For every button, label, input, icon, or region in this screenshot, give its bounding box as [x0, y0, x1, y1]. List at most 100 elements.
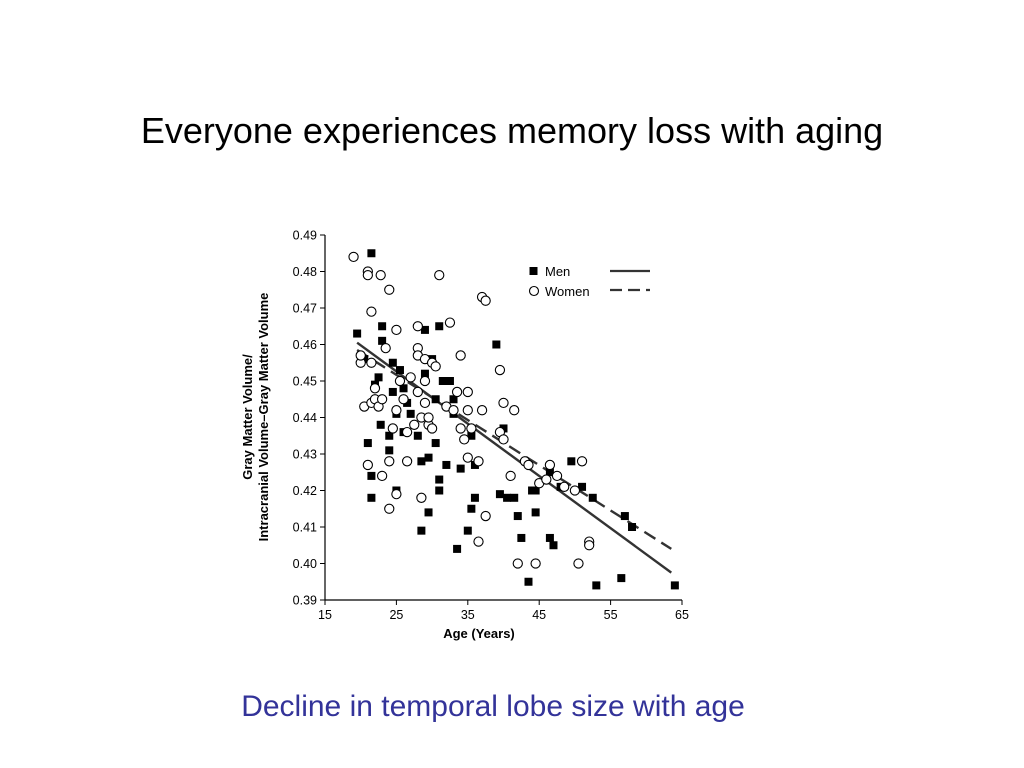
- data-point-women: [455, 350, 466, 361]
- data-point-women: [412, 386, 423, 398]
- data-point-men: [567, 457, 576, 466]
- data-point-women: [466, 423, 477, 434]
- data-point-women: [473, 456, 484, 467]
- data-point-men: [378, 322, 387, 331]
- data-point-men: [417, 526, 426, 535]
- slide-title: Everyone experiences memory loss with ag…: [140, 110, 884, 151]
- data-point-women: [419, 375, 431, 387]
- data-point-men: [470, 493, 479, 502]
- data-point-women: [573, 558, 584, 569]
- data-point-women: [584, 540, 595, 551]
- data-point-women: [375, 270, 386, 281]
- data-point-women: [366, 357, 377, 368]
- data-point-women: [430, 361, 441, 372]
- data-point-men: [617, 574, 626, 583]
- y-tick-label: 0.47: [293, 302, 317, 316]
- data-point-women: [384, 503, 395, 514]
- data-point-men: [545, 468, 554, 477]
- data-point-women: [391, 324, 402, 336]
- data-point-women: [409, 419, 420, 430]
- legend-men-marker: [529, 267, 538, 275]
- data-point-women: [362, 459, 373, 471]
- data-point-women: [480, 510, 491, 522]
- data-point-women: [391, 405, 402, 416]
- data-point-men: [388, 387, 397, 396]
- data-point-women: [523, 459, 534, 471]
- data-point-women: [498, 434, 509, 445]
- data-point-women: [462, 386, 473, 398]
- data-point-women: [473, 536, 484, 547]
- data-point-women: [569, 485, 581, 496]
- data-point-men: [588, 493, 597, 502]
- data-point-men: [628, 523, 637, 531]
- legend: Men Women: [528, 264, 650, 299]
- data-point-men: [367, 471, 376, 480]
- data-point-men: [435, 475, 444, 484]
- data-point-women: [448, 405, 459, 416]
- data-point-women: [480, 295, 491, 306]
- data-point-men: [353, 329, 362, 338]
- legend-men-label: Men: [545, 264, 570, 279]
- data-point-men: [495, 490, 504, 499]
- x-tick-label: 15: [318, 608, 332, 622]
- data-point-men: [406, 409, 415, 418]
- y-axis-title-line2: Intracranial Volume–Gray Matter Volume: [256, 293, 271, 542]
- data-point-women: [476, 405, 488, 416]
- data-point-women: [455, 423, 466, 434]
- data-point-women: [462, 452, 473, 463]
- data-point-women: [384, 284, 395, 295]
- data-point-women: [401, 456, 413, 467]
- data-point-women: [451, 386, 463, 398]
- data-point-men: [420, 369, 429, 378]
- data-point-men: [531, 508, 540, 517]
- data-point-women: [369, 383, 381, 394]
- data-point-women: [462, 405, 473, 416]
- data-point-women: [412, 321, 423, 332]
- data-point-women: [551, 470, 563, 482]
- data-point-women: [391, 488, 402, 500]
- x-tick-label: 25: [389, 608, 403, 622]
- data-point-women: [559, 481, 570, 492]
- y-tick-label: 0.44: [293, 411, 317, 425]
- y-axis-ticks: 0.39 0.40 0.41 0.42 0.43 0.44 0.45 0.46 0.47 0.48…: [293, 229, 325, 608]
- y-tick-label: 0.40: [293, 557, 317, 571]
- data-point-women: [384, 456, 395, 467]
- data-point-men: [435, 322, 444, 331]
- data-point-men: [420, 325, 429, 334]
- data-point-women: [498, 397, 509, 409]
- data-point-men: [442, 460, 451, 469]
- data-point-women: [544, 459, 556, 471]
- data-point-men: [467, 504, 476, 513]
- data-point-women: [426, 423, 438, 434]
- data-point-men: [417, 457, 426, 466]
- data-point-men: [413, 431, 422, 440]
- data-point-men: [385, 431, 394, 440]
- data-point-men: [424, 453, 433, 462]
- x-axis-title: Age (Years): [443, 626, 515, 641]
- data-point-women: [376, 394, 388, 405]
- data-point-women: [459, 434, 470, 445]
- data-point-women: [355, 350, 366, 361]
- trend-line-women: [356, 348, 672, 550]
- data-point-women: [541, 474, 552, 485]
- y-tick-label: 0.48: [293, 265, 317, 279]
- data-point-women: [348, 251, 359, 263]
- data-point-women: [416, 492, 427, 503]
- y-tick-label: 0.46: [293, 338, 317, 352]
- data-point-men: [524, 577, 533, 586]
- data-point-men: [367, 493, 376, 502]
- data-point-women: [405, 372, 416, 383]
- y-tick-label: 0.43: [293, 448, 317, 462]
- data-point-men: [378, 336, 387, 345]
- data-point-men: [517, 533, 526, 542]
- data-point-men: [453, 544, 462, 553]
- x-tick-label: 65: [675, 608, 689, 622]
- y-axis-title-line1: Gray Matter Volume/: [240, 354, 255, 480]
- legend-women-marker: [528, 285, 540, 297]
- data-point-men: [503, 493, 512, 502]
- data-point-women: [512, 558, 523, 569]
- data-point-men: [578, 482, 587, 491]
- data-point-men: [531, 486, 540, 495]
- data-point-men: [456, 464, 465, 473]
- data-point-men: [510, 493, 519, 502]
